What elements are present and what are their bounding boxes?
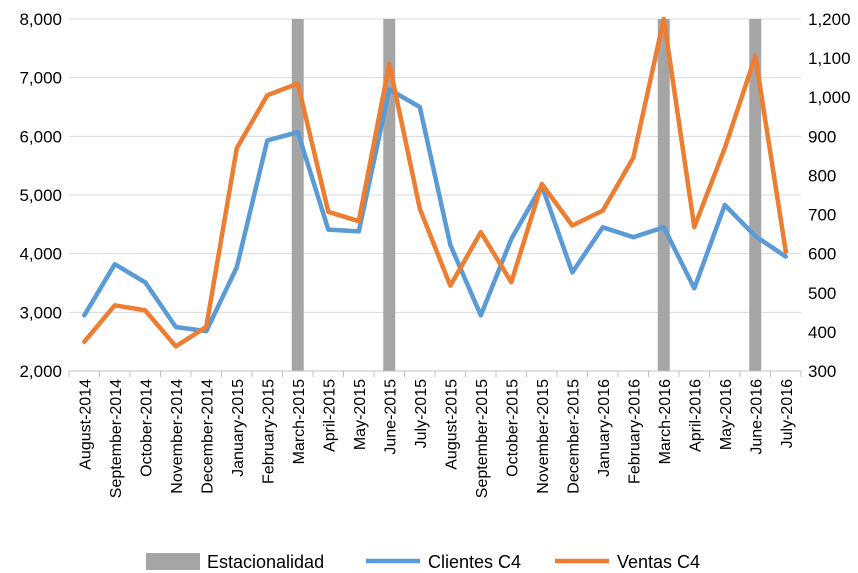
category-label: October-2014 [138, 379, 155, 477]
right-tick-label: 1,100 [808, 49, 851, 68]
category-label: January-2015 [230, 379, 247, 477]
category-label: October-2015 [504, 379, 521, 477]
right-axis-ticks: 300 400 500 600 700 800 900 1,000 1,100 1,200 [808, 10, 851, 381]
category-label: May-2016 [718, 379, 735, 450]
category-label: July-2016 [779, 379, 796, 448]
series-line-ventas-c4 [82, 16, 789, 349]
left-tick-label: 6,000 [19, 127, 62, 146]
category-label: April-2016 [687, 379, 704, 452]
category-label: November-2014 [169, 379, 186, 494]
right-tick-label: 600 [808, 245, 836, 264]
seasonality-bars [291, 19, 762, 371]
left-tick-label: 5,000 [19, 186, 62, 205]
right-tick-label: 400 [808, 323, 836, 342]
seasonality-bar [657, 19, 670, 371]
left-tick-label: 2,000 [19, 362, 62, 381]
right-tick-label: 1,000 [808, 88, 851, 107]
right-tick-label: 800 [808, 166, 836, 185]
category-label: September-2014 [108, 379, 125, 498]
x-axis [68, 370, 802, 377]
legend-label-ventas: Ventas C4 [617, 552, 700, 572]
category-label: February-2015 [260, 379, 277, 484]
legend-swatch-estacionalidad [146, 553, 200, 570]
right-tick-label: 900 [808, 127, 836, 146]
seasonality-bar [749, 19, 762, 371]
right-tick-label: 1,200 [808, 10, 851, 29]
category-label: August-2014 [77, 379, 94, 470]
category-label: November-2015 [535, 379, 552, 494]
gridlines [69, 18, 801, 372]
category-label: January-2016 [596, 379, 613, 477]
category-label: December-2014 [199, 379, 216, 494]
category-label: August-2015 [443, 379, 460, 470]
legend-label-estacionalidad: Estacionalidad [207, 552, 324, 572]
category-label: March-2016 [657, 379, 674, 464]
category-label: June-2016 [748, 379, 765, 455]
series-lines [82, 16, 789, 349]
seasonality-bar [291, 19, 304, 371]
left-tick-label: 3,000 [19, 303, 62, 322]
legend: Estacionalidad Clientes C4 Ventas C4 [146, 552, 700, 572]
left-tick-label: 8,000 [19, 10, 62, 29]
left-tick-label: 4,000 [19, 245, 62, 264]
right-tick-label: 300 [808, 362, 836, 381]
left-tick-label: 7,000 [19, 69, 62, 88]
x-axis-labels: August-2014 September-2014 October-2014 Nov… [77, 379, 796, 498]
category-label: April-2015 [321, 379, 338, 452]
right-tick-label: 500 [808, 284, 836, 303]
category-label: December-2015 [565, 379, 582, 494]
category-label: February-2016 [626, 379, 643, 484]
legend-label-clientes: Clientes C4 [428, 552, 521, 572]
category-label: May-2015 [352, 379, 369, 450]
category-label: March-2015 [291, 379, 308, 464]
category-label: September-2015 [474, 379, 491, 498]
right-tick-label: 700 [808, 206, 836, 225]
left-axis-ticks: 2,000 3,000 4,000 5,000 6,000 7,000 8,000 [19, 10, 62, 381]
category-label: June-2015 [382, 379, 399, 455]
category-label: July-2015 [413, 379, 430, 448]
